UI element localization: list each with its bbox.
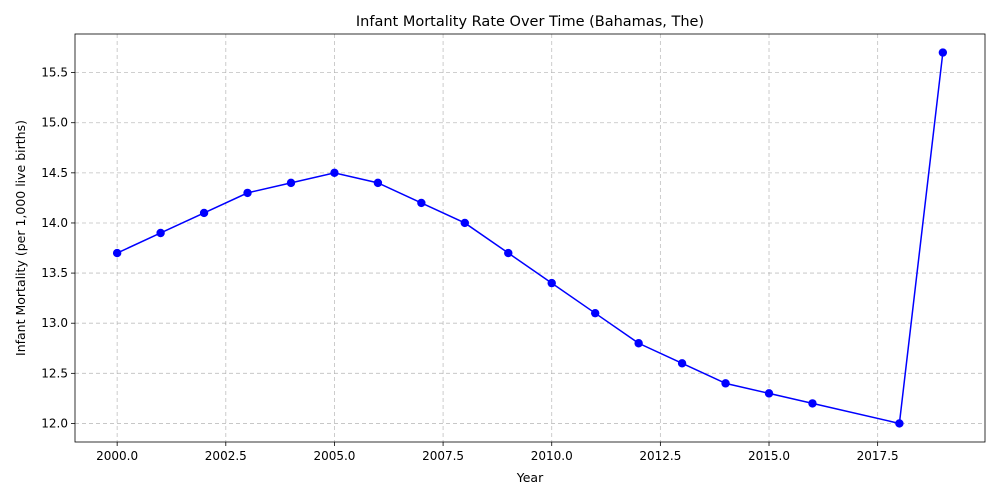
chart-title: Infant Mortality Rate Over Time (Bahamas…	[356, 14, 704, 30]
data-point	[199, 208, 209, 218]
data-point	[938, 48, 948, 57]
data-point	[286, 178, 296, 188]
y-tick-label: 13.0	[41, 316, 68, 330]
data-point	[764, 389, 774, 398]
data-point	[808, 399, 817, 408]
y-tick-label: 15.0	[41, 116, 68, 130]
x-axis-label: Year	[516, 470, 544, 485]
x-tick-label: 2010.0	[531, 449, 573, 463]
y-tick-label: 13.5	[41, 266, 68, 280]
x-tick-label: 2012.5	[639, 449, 681, 463]
data-point	[460, 218, 470, 228]
plot-area-frame	[74, 33, 986, 443]
grid-layer	[75, 34, 985, 442]
data-point	[721, 379, 730, 388]
y-tick-label: 12.5	[41, 366, 68, 380]
y-axis-label: Infant Mortality (per 1,000 live births)	[13, 120, 28, 356]
y-tick-label: 14.5	[41, 166, 68, 180]
x-axis: 2000.0 2002.5 2005.0 2007.5 2010.0 2012.5 2015…	[96, 442, 899, 463]
data-point	[504, 248, 513, 258]
y-axis: 12.0 12.5 13.0 13.5 14.0 14.5 15.0 15.5	[41, 66, 75, 430]
x-tick-label: 2007.5	[422, 449, 464, 463]
y-tick-label: 12.0	[41, 416, 68, 430]
data-point	[243, 188, 252, 198]
data-point	[112, 248, 122, 258]
data-point	[330, 168, 339, 178]
series-layer	[112, 48, 948, 428]
x-tick-label: 2002.5	[205, 449, 247, 463]
x-tick-label: 2017.5	[857, 449, 899, 463]
data-point	[373, 178, 383, 188]
data-point	[156, 228, 165, 238]
series-line	[116, 52, 944, 425]
x-tick-label: 2000.0	[96, 449, 138, 463]
data-point	[895, 419, 904, 428]
x-tick-label: 2015.0	[748, 449, 790, 463]
data-point	[634, 339, 643, 348]
y-tick-label: 15.5	[41, 66, 68, 80]
data-point	[547, 278, 556, 288]
data-point	[417, 198, 426, 208]
x-tick-label: 2005.0	[313, 449, 355, 463]
data-point	[677, 359, 687, 368]
data-point	[590, 308, 600, 318]
y-tick-label: 14.0	[41, 216, 68, 230]
